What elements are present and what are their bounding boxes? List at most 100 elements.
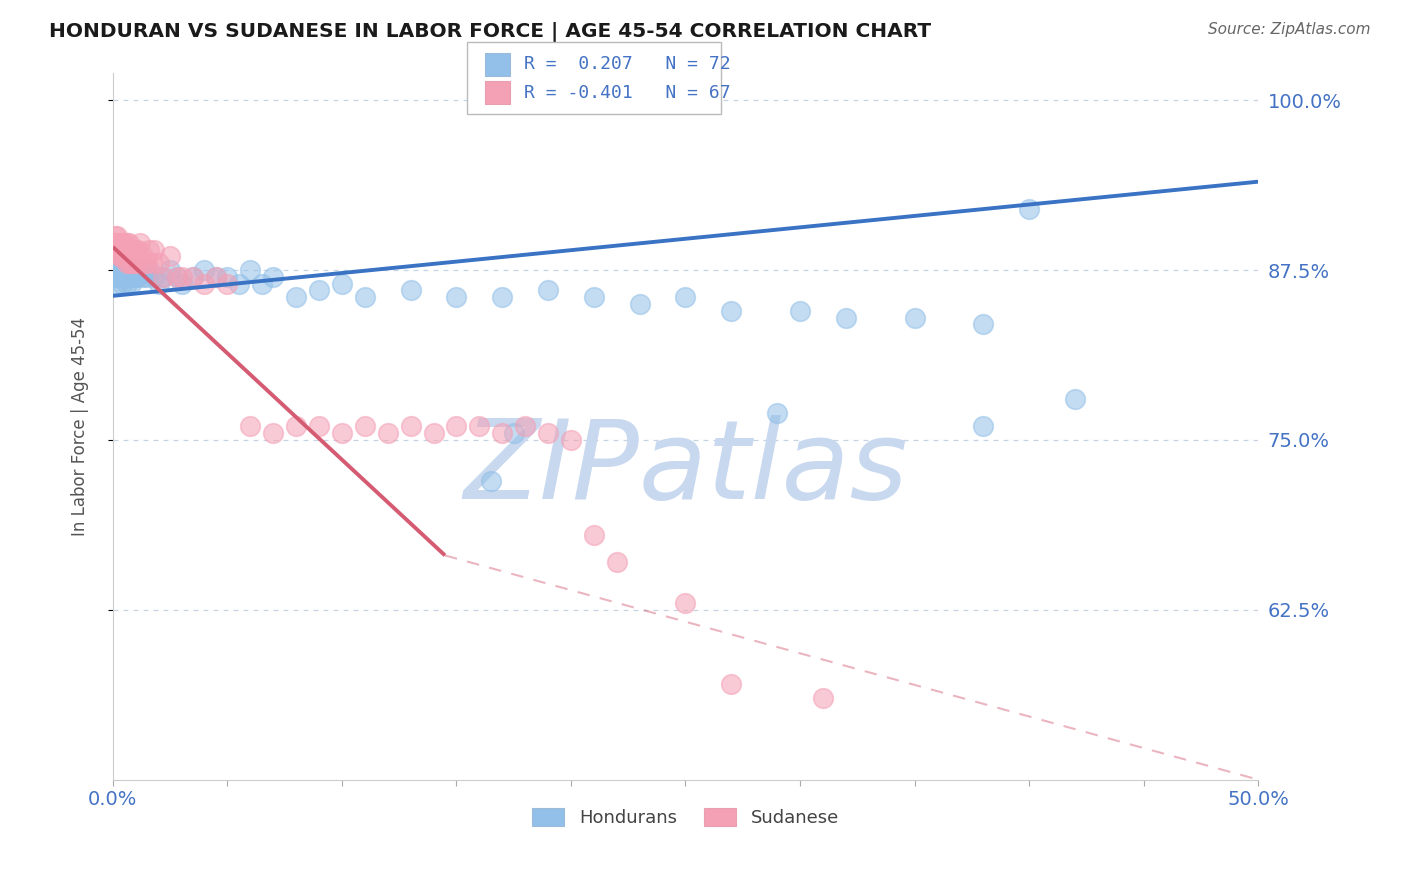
Point [127, 243, 149, 257]
Point [377, 426, 399, 441]
Point [108, 256, 131, 270]
Point [675, 596, 697, 610]
Point [141, 256, 163, 270]
Point [835, 310, 858, 325]
Point [720, 303, 742, 318]
Legend: Hondurans, Sudanese: Hondurans, Sudanese [524, 800, 846, 834]
Point [104, 256, 127, 270]
Point [129, 235, 152, 250]
Point [537, 284, 560, 298]
Point [125, 269, 148, 284]
Point [129, 263, 152, 277]
Point [148, 256, 170, 270]
Point [205, 269, 228, 284]
Point [104, 235, 127, 250]
Point [118, 243, 141, 257]
Point [115, 269, 138, 284]
Point [205, 269, 228, 284]
Point [491, 426, 513, 441]
Point [513, 419, 536, 434]
Point [125, 243, 148, 257]
Point [972, 419, 994, 434]
Point [104, 269, 127, 284]
Point [159, 249, 181, 263]
Point [112, 256, 135, 270]
Point [228, 277, 250, 291]
Point [353, 419, 375, 434]
Point [217, 269, 239, 284]
Point [285, 290, 308, 304]
Text: R =  0.207   N = 72: R = 0.207 N = 72 [524, 55, 731, 73]
Point [502, 426, 524, 441]
Point [468, 419, 491, 434]
Point [104, 229, 127, 244]
Point [422, 426, 444, 441]
Point [446, 290, 468, 304]
Point [628, 297, 651, 311]
Point [112, 243, 135, 257]
Point [143, 243, 166, 257]
Point [104, 263, 127, 277]
Point [766, 406, 789, 420]
Point [479, 474, 502, 488]
Point [115, 243, 138, 257]
Point [118, 256, 141, 270]
Point [181, 269, 204, 284]
Point [285, 419, 308, 434]
Y-axis label: In Labor Force | Age 45-54: In Labor Force | Age 45-54 [72, 317, 89, 536]
Point [104, 243, 127, 257]
Point [720, 677, 742, 691]
Point [399, 284, 422, 298]
Point [330, 277, 353, 291]
Point [108, 263, 131, 277]
Point [107, 243, 129, 257]
Point [136, 256, 159, 270]
Point [115, 235, 138, 250]
Point [107, 235, 129, 250]
Point [112, 235, 135, 250]
Point [120, 243, 142, 257]
Point [582, 528, 605, 542]
Point [120, 263, 142, 277]
Point [262, 426, 284, 441]
Point [111, 269, 134, 284]
Point [125, 263, 148, 277]
Point [112, 263, 135, 277]
Point [537, 426, 560, 441]
Point [446, 419, 468, 434]
Text: ZIPatlas: ZIPatlas [463, 415, 908, 522]
Point [152, 269, 174, 284]
Point [107, 235, 129, 250]
Point [170, 277, 193, 291]
Point [108, 235, 131, 250]
Point [122, 269, 145, 284]
Text: HONDURAN VS SUDANESE IN LABOR FORCE | AGE 45-54 CORRELATION CHART: HONDURAN VS SUDANESE IN LABOR FORCE | AG… [49, 22, 931, 42]
Point [353, 290, 375, 304]
Point [250, 277, 273, 291]
Point [148, 277, 170, 291]
Point [239, 419, 262, 434]
Point [127, 256, 149, 270]
Point [108, 249, 131, 263]
Point [118, 235, 141, 250]
Point [118, 269, 141, 284]
Text: R = -0.401   N = 67: R = -0.401 N = 67 [524, 84, 731, 102]
Point [560, 433, 582, 447]
Point [159, 263, 181, 277]
Point [181, 269, 204, 284]
Point [111, 249, 134, 263]
Point [111, 277, 134, 291]
Point [308, 419, 330, 434]
Point [131, 249, 153, 263]
Point [136, 269, 159, 284]
Point [107, 263, 129, 277]
Point [143, 269, 166, 284]
Point [108, 269, 131, 284]
Point [811, 691, 834, 706]
Point [193, 263, 215, 277]
Point [134, 263, 156, 277]
Point [115, 256, 138, 270]
Point [131, 269, 153, 284]
Point [107, 256, 129, 270]
Point [491, 290, 513, 304]
